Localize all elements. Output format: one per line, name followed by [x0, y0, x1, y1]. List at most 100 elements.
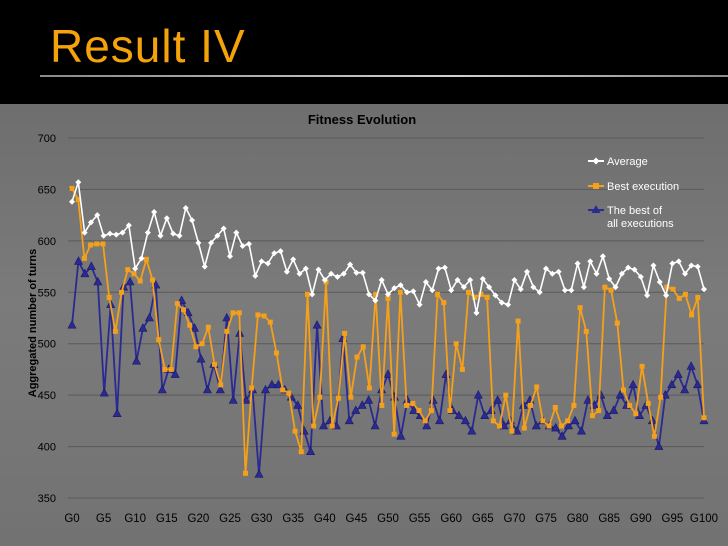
data-point: [583, 395, 593, 404]
data-point: [403, 289, 410, 296]
data-point: [459, 366, 465, 372]
series-group: [67, 179, 709, 478]
data-point: [391, 431, 397, 437]
data-point: [558, 423, 564, 429]
series-line: [71, 187, 705, 475]
data-point: [319, 420, 329, 430]
data-point: [157, 232, 164, 239]
data-point: [580, 284, 587, 291]
data-point: [143, 256, 149, 262]
data-point: [242, 470, 248, 476]
data-point: [596, 408, 602, 414]
data-point: [416, 301, 423, 308]
data-point: [351, 405, 361, 414]
data-point: [490, 418, 496, 424]
data-point: [663, 292, 670, 299]
data-point: [296, 270, 303, 277]
data-point: [304, 291, 310, 297]
data-point: [298, 449, 304, 455]
data-point: [317, 394, 323, 400]
data-point: [546, 423, 552, 429]
data-point: [676, 295, 682, 301]
data-point: [366, 385, 372, 391]
series-average: [69, 179, 707, 316]
y-tick-labels: 350 400 450 500 550 600 650 700: [38, 133, 56, 505]
data-point: [293, 400, 303, 409]
data-point: [264, 260, 271, 267]
data-point: [561, 287, 568, 294]
legend-swatch-marker: [593, 183, 599, 189]
data-point: [614, 320, 620, 326]
x-tick-label: G35: [282, 513, 304, 525]
data-point: [292, 428, 298, 434]
data-point: [599, 253, 606, 260]
data-point: [315, 266, 322, 273]
data-point: [552, 404, 558, 410]
data-point: [359, 269, 366, 276]
data-point: [589, 413, 595, 419]
data-point: [119, 289, 125, 295]
data-point: [557, 431, 567, 440]
data-point: [447, 408, 453, 414]
legend-entry: Best execution: [588, 181, 679, 193]
data-point: [680, 384, 690, 394]
data-point: [667, 379, 677, 389]
data-point: [373, 291, 379, 297]
data-point: [531, 420, 541, 430]
data-point: [168, 366, 174, 372]
data-point: [131, 271, 137, 277]
data-point: [409, 405, 419, 414]
data-point: [682, 270, 689, 277]
data-point: [280, 387, 286, 393]
data-point: [416, 408, 422, 414]
x-tick-label: G0: [64, 513, 79, 525]
data-point: [233, 229, 240, 236]
data-point: [503, 392, 509, 398]
data-point: [195, 239, 202, 246]
data-point: [620, 387, 626, 393]
legend-label: Best execution: [607, 181, 679, 193]
x-tick-label: G65: [472, 513, 494, 525]
data-point: [267, 319, 273, 325]
data-point: [429, 287, 436, 294]
data-point: [493, 395, 503, 404]
data-point: [196, 354, 206, 363]
data-point: [602, 410, 612, 420]
data-point: [236, 310, 242, 316]
data-point: [472, 294, 478, 300]
data-point: [100, 232, 107, 239]
data-point: [205, 324, 211, 330]
data-point: [565, 418, 571, 424]
data-point: [360, 344, 366, 350]
data-point: [138, 323, 148, 332]
x-tick-label: G95: [662, 513, 684, 525]
data-point: [125, 267, 131, 273]
x-tick-label: G50: [377, 513, 399, 525]
data-point: [435, 291, 441, 297]
x-tick-label: G70: [504, 513, 526, 525]
data-point: [498, 299, 505, 306]
y-tick-label: 550: [38, 287, 56, 299]
data-point: [391, 285, 398, 292]
data-point: [75, 197, 81, 203]
data-point: [695, 294, 701, 300]
legend-label: Average: [607, 156, 648, 168]
data-point: [618, 270, 625, 277]
data-point: [220, 225, 227, 232]
data-point: [540, 418, 546, 424]
data-point: [193, 344, 199, 350]
data-point: [199, 341, 205, 347]
data-point: [383, 369, 393, 378]
data-point: [497, 423, 503, 429]
data-point: [480, 410, 490, 420]
data-point: [576, 426, 586, 435]
data-point: [354, 354, 360, 360]
data-point: [435, 415, 445, 425]
y-tick-label: 450: [38, 390, 56, 402]
x-tick-label: G45: [346, 513, 368, 525]
data-point: [190, 323, 200, 332]
data-point: [222, 312, 232, 322]
data-point: [94, 212, 101, 219]
y-tick-label: 350: [38, 493, 56, 505]
data-point: [583, 328, 589, 334]
